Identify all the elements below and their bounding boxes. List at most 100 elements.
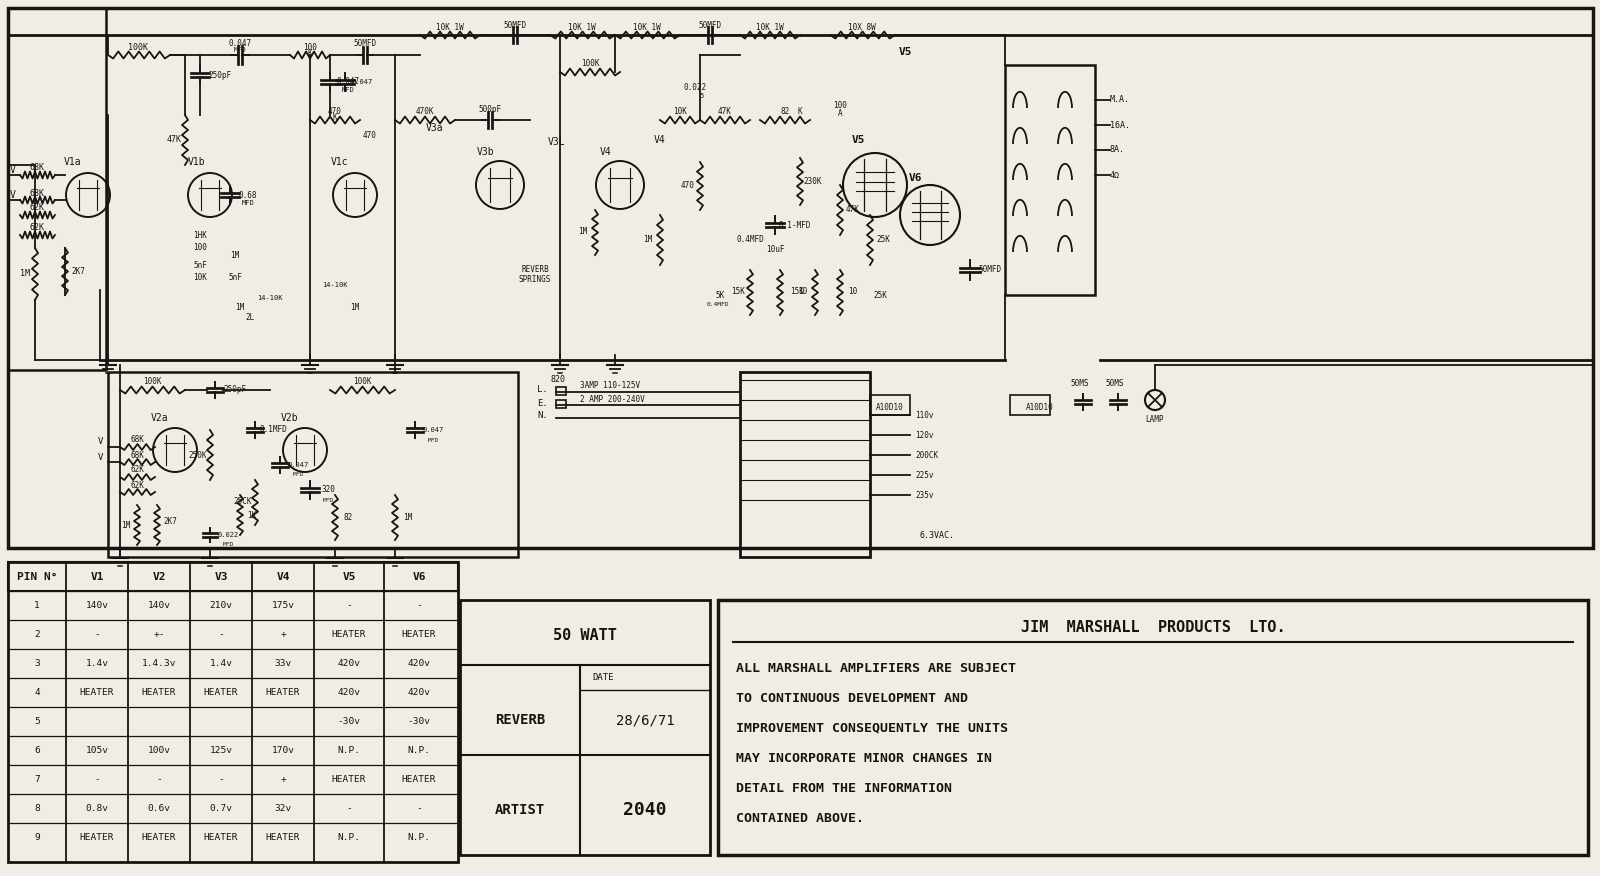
Text: 0.047: 0.047 — [288, 462, 309, 468]
Text: HEATER: HEATER — [266, 833, 301, 842]
Text: V: V — [98, 437, 102, 447]
Text: HEATER: HEATER — [331, 775, 366, 784]
Bar — [8, 562, 458, 862]
Text: 9: 9 — [34, 833, 40, 842]
Text: 100K: 100K — [352, 378, 371, 386]
Text: MFD: MFD — [234, 47, 246, 53]
Text: 62K: 62K — [130, 481, 144, 490]
Text: 0.4MFD: 0.4MFD — [707, 302, 730, 307]
Text: 100: 100 — [302, 43, 317, 52]
Text: DETAIL FROM THE INFORMATION: DETAIL FROM THE INFORMATION — [736, 781, 952, 795]
Text: MFD: MFD — [242, 200, 254, 206]
Text: HEATER: HEATER — [203, 833, 238, 842]
Bar — [8, 562, 458, 591]
Text: 82: 82 — [344, 512, 352, 521]
Text: V3b: V3b — [477, 147, 494, 157]
Text: REVERB: REVERB — [522, 265, 549, 274]
Text: V2b: V2b — [282, 413, 299, 423]
Text: 15K: 15K — [790, 287, 803, 296]
Text: 5nF: 5nF — [229, 273, 242, 282]
Text: HEATER: HEATER — [402, 630, 437, 639]
Text: 10K 1W: 10K 1W — [568, 23, 595, 32]
Bar — [718, 600, 1587, 855]
Text: 100K: 100K — [581, 59, 600, 67]
Text: +-: +- — [154, 630, 165, 639]
Text: HEATER: HEATER — [331, 630, 366, 639]
Text: -: - — [94, 630, 99, 639]
Text: -: - — [218, 775, 224, 784]
Text: MFD: MFD — [322, 498, 334, 503]
Text: -30v: -30v — [338, 717, 360, 726]
Text: 68K: 68K — [130, 435, 144, 444]
Text: V: V — [98, 453, 102, 462]
Text: PIN N°: PIN N° — [16, 571, 58, 582]
Text: 0.7v: 0.7v — [210, 804, 232, 813]
Text: 28/6/71: 28/6/71 — [616, 713, 674, 727]
Text: N.P.: N.P. — [338, 833, 360, 842]
Text: 25K: 25K — [874, 291, 886, 300]
Text: L.: L. — [538, 385, 547, 394]
Text: 1.4.3v: 1.4.3v — [142, 659, 176, 668]
Text: 200CK: 200CK — [915, 450, 938, 460]
Text: 0.6v: 0.6v — [147, 804, 171, 813]
Text: 0.1MFD: 0.1MFD — [259, 426, 286, 434]
Text: 170v: 170v — [272, 746, 294, 755]
Text: V4: V4 — [277, 571, 290, 582]
Text: V6: V6 — [413, 571, 426, 582]
Text: 100K: 100K — [142, 378, 162, 386]
Text: V1c: V1c — [331, 157, 349, 167]
Text: TO CONTINUOUS DEVELOPMENT AND: TO CONTINUOUS DEVELOPMENT AND — [736, 691, 968, 704]
Text: 110v: 110v — [915, 411, 933, 420]
Text: 470K: 470K — [416, 107, 434, 116]
Text: 1.4v: 1.4v — [85, 659, 109, 668]
Text: 0.1-MFD: 0.1-MFD — [779, 221, 811, 230]
Text: 0.022: 0.022 — [218, 532, 238, 538]
Text: REVERB: REVERB — [494, 713, 546, 727]
Text: A10D10: A10D10 — [1026, 404, 1054, 413]
Text: V3a: V3a — [426, 123, 443, 133]
Text: 1: 1 — [34, 601, 40, 610]
Text: 50 WATT: 50 WATT — [554, 627, 618, 642]
Text: 1M: 1M — [350, 303, 360, 313]
Text: 175v: 175v — [272, 601, 294, 610]
Text: 100: 100 — [834, 101, 846, 110]
Text: 140v: 140v — [85, 601, 109, 610]
Text: 14-10K: 14-10K — [258, 295, 283, 301]
Text: HEATER: HEATER — [203, 688, 238, 697]
Text: V6: V6 — [909, 173, 922, 183]
Text: 82: 82 — [781, 107, 790, 116]
Text: MFD: MFD — [427, 437, 438, 442]
Text: 2K7: 2K7 — [70, 266, 85, 275]
Text: V1b: V1b — [189, 157, 206, 167]
Text: N.P.: N.P. — [338, 746, 360, 755]
Text: 50MFD: 50MFD — [354, 39, 376, 48]
Text: 1M: 1M — [230, 251, 240, 259]
Text: 50MFD: 50MFD — [979, 265, 1002, 274]
Text: 140v: 140v — [147, 601, 171, 610]
Text: 68K: 68K — [29, 188, 45, 197]
Text: V3: V3 — [214, 571, 227, 582]
Text: 2: 2 — [34, 630, 40, 639]
Text: V1a: V1a — [64, 157, 82, 167]
Text: -: - — [346, 601, 352, 610]
Bar — [557, 400, 566, 408]
Text: 5K: 5K — [715, 291, 725, 300]
Text: 0.047: 0.047 — [336, 77, 360, 87]
Text: 10X 8W: 10X 8W — [848, 23, 875, 32]
Text: 120v: 120v — [915, 430, 933, 440]
Text: 47K: 47K — [166, 136, 181, 145]
Text: K: K — [333, 114, 338, 123]
Text: 420v: 420v — [338, 659, 360, 668]
Text: 2040: 2040 — [624, 801, 667, 819]
Text: 10K 1W: 10K 1W — [437, 23, 464, 32]
Text: +: + — [280, 775, 286, 784]
Text: 50MFD: 50MFD — [699, 20, 722, 30]
Text: 225v: 225v — [915, 470, 933, 479]
Text: -: - — [416, 804, 422, 813]
Text: 5nF: 5nF — [194, 260, 206, 270]
Text: MFD: MFD — [293, 471, 304, 477]
Text: 1M: 1M — [235, 303, 245, 313]
Text: 25CK: 25CK — [234, 498, 253, 506]
Text: 1M: 1M — [578, 228, 587, 237]
Text: V: V — [10, 190, 16, 200]
